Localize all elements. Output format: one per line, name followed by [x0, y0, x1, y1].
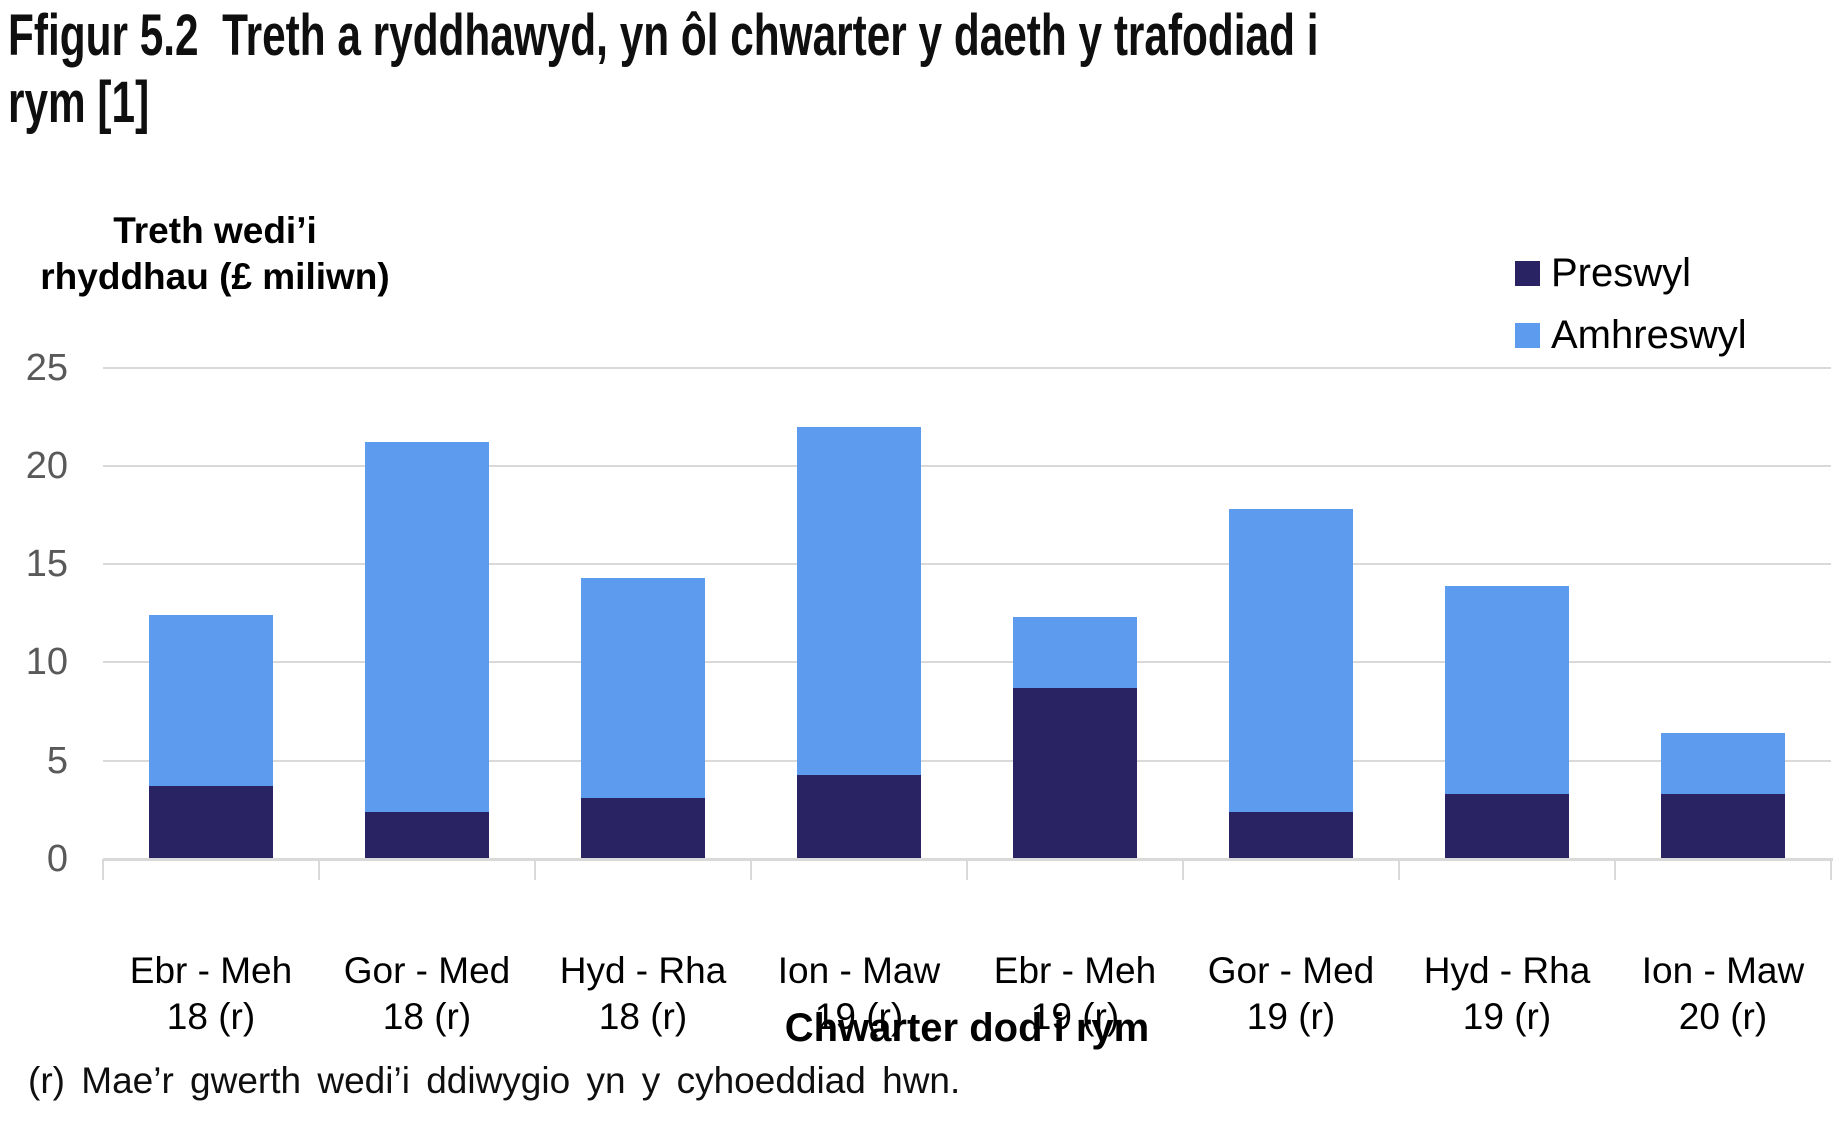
x-tick-label: Hyd - Rha 19 (r) — [1423, 950, 1591, 1037]
x-axis-title: Chwarter dod i rym — [784, 1006, 1150, 1050]
x-axis-tick — [1182, 859, 1184, 880]
y-tick-label: 20 — [25, 444, 68, 487]
x-axis-tick — [1614, 859, 1616, 880]
x-axis-line — [103, 858, 1833, 861]
x-tick-label: Ion - Maw 19 (r) — [777, 950, 941, 1037]
legend-item-amhreswyl: Amhreswyl — [1515, 304, 1747, 366]
legend-swatch-amhreswyl-icon — [1515, 322, 1540, 348]
x-tick-label: Ebr - Meh 19 (r) — [993, 950, 1157, 1037]
y-tick-label: 15 — [25, 543, 68, 586]
bar-segment-amhreswyl — [365, 442, 489, 812]
y-axis-title: Treth wedi’i rhyddhau (£ miliwn) — [40, 210, 390, 297]
y-tick-label: 25 — [25, 346, 68, 389]
bar-segment-preswyl — [1013, 688, 1137, 859]
x-axis-tick — [318, 859, 320, 880]
x-axis-tick — [966, 859, 968, 880]
legend-swatch-preswyl-icon — [1515, 260, 1540, 286]
bar-segment-amhreswyl — [1661, 733, 1785, 795]
x-axis-tick — [1398, 859, 1400, 880]
bar-segment-amhreswyl — [149, 615, 273, 787]
legend: Preswyl Amhreswyl — [1515, 242, 1747, 366]
bar-segment-preswyl — [581, 798, 705, 859]
figure-title: Ffigur 5.2 Treth a ryddhawyd, yn ôl chwa… — [8, 3, 1319, 135]
bar-segment-preswyl — [365, 811, 489, 859]
bar-segment-preswyl — [149, 786, 273, 859]
x-tick-label: Ion - Maw 20 (r) — [1641, 950, 1805, 1037]
x-axis-tick — [534, 859, 536, 880]
gridline — [103, 464, 1831, 467]
x-axis-tick — [1830, 859, 1832, 880]
gridline — [103, 366, 1831, 369]
bar-segment-amhreswyl — [1229, 509, 1353, 812]
x-tick-label: Ebr - Meh 18 (r) — [129, 950, 293, 1037]
gridline — [103, 759, 1831, 762]
bar-segment-preswyl — [1229, 811, 1353, 859]
bar-segment-amhreswyl — [581, 577, 705, 799]
x-axis-tick — [102, 859, 104, 880]
legend-label-amhreswyl: Amhreswyl — [1551, 313, 1747, 357]
bar-segment-preswyl — [1661, 794, 1785, 859]
y-tick-label: 10 — [25, 641, 68, 684]
gridline — [103, 661, 1831, 664]
bar-segment-preswyl — [797, 774, 921, 859]
x-tick-label: Gor - Med 19 (r) — [1207, 950, 1375, 1037]
y-tick-label: 5 — [46, 739, 68, 782]
bar-segment-preswyl — [1445, 794, 1569, 859]
footnote: (r) Mae’r gwerth wedi’i ddiwygio yn y cy… — [28, 1060, 961, 1101]
legend-label-preswyl: Preswyl — [1551, 251, 1692, 295]
gridline — [103, 563, 1831, 566]
x-tick-label: Hyd - Rha 18 (r) — [559, 950, 727, 1037]
x-axis-tick — [750, 859, 752, 880]
bar-segment-amhreswyl — [797, 426, 921, 775]
bar-segment-amhreswyl — [1445, 585, 1569, 795]
y-tick-label: 0 — [46, 838, 68, 880]
x-tick-label: Gor - Med 18 (r) — [343, 950, 511, 1037]
bar-segment-amhreswyl — [1013, 617, 1137, 688]
legend-item-preswyl: Preswyl — [1515, 242, 1747, 304]
